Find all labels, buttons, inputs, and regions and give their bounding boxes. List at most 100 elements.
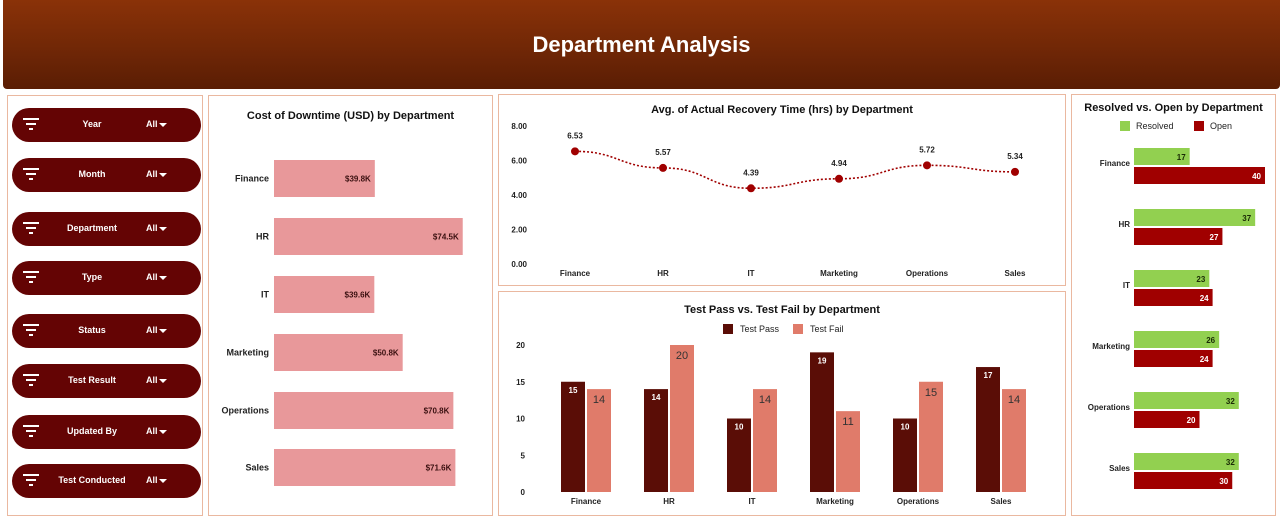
data-point bbox=[659, 163, 667, 172]
bar-open bbox=[1134, 472, 1233, 489]
test-pass-fail-chart: Test Pass vs. Test Fail by Department 20… bbox=[498, 291, 1066, 516]
data-label: 11 bbox=[842, 416, 853, 428]
bar bbox=[274, 334, 403, 371]
category-label: Finance bbox=[235, 174, 269, 184]
data-point bbox=[571, 147, 579, 156]
data-label: 14 bbox=[1008, 394, 1020, 406]
filter-icon bbox=[23, 425, 39, 439]
filter-month[interactable]: Month All bbox=[12, 158, 201, 192]
cost-chart-svg: Finance $39.8K HR $74.5K IT $39.6K Marketing $5… bbox=[221, 160, 463, 486]
bar bbox=[727, 418, 751, 492]
x-tick-label: IT bbox=[747, 269, 754, 278]
bar bbox=[587, 389, 611, 492]
filter-icon bbox=[23, 118, 39, 132]
bar bbox=[893, 418, 917, 492]
legend-label: Resolved bbox=[1136, 121, 1174, 131]
data-label: 5.57 bbox=[655, 148, 671, 157]
y-tick-label: 2.00 bbox=[511, 226, 527, 235]
filter-value: All bbox=[146, 119, 158, 129]
filter-value: All bbox=[146, 325, 158, 335]
filter-value: All bbox=[146, 426, 158, 436]
legend-label: Test Fail bbox=[810, 324, 844, 334]
x-tick-label: Finance bbox=[571, 497, 602, 506]
data-label: 27 bbox=[1210, 233, 1219, 242]
filter-status[interactable]: Status All bbox=[12, 314, 201, 348]
legend-swatch bbox=[723, 324, 733, 334]
data-label: 24 bbox=[1200, 355, 1209, 364]
dashboard-header: Department Analysis bbox=[3, 0, 1280, 89]
series-line bbox=[574, 150, 1016, 190]
test-chart-svg: 20 15 10 5 0 Test Pass Test Fail 15 14 Finance 14 2… bbox=[516, 324, 1026, 506]
bar-open bbox=[1134, 228, 1223, 245]
bar bbox=[561, 381, 585, 492]
category-label: IT bbox=[1123, 281, 1130, 290]
bar-open bbox=[1134, 350, 1213, 367]
filter-year[interactable]: Year All bbox=[12, 108, 201, 142]
data-label: 4.94 bbox=[831, 159, 847, 168]
data-label: 30 bbox=[1219, 477, 1228, 486]
legend-swatch bbox=[793, 324, 803, 334]
bar-resolved bbox=[1134, 331, 1220, 348]
data-label: $39.6K bbox=[345, 291, 371, 300]
y-tick-label: 5 bbox=[521, 451, 526, 460]
bar-open bbox=[1134, 167, 1265, 184]
bar bbox=[836, 411, 860, 492]
category-label: Sales bbox=[1109, 464, 1130, 473]
filters-panel: Year All Month All Department All Type All Statu… bbox=[7, 95, 203, 516]
filter-label: Month bbox=[78, 169, 106, 179]
filter-label: Status bbox=[78, 325, 106, 335]
x-tick-label: Marketing bbox=[816, 497, 854, 506]
filter-updated-by[interactable]: Updated By All bbox=[12, 415, 201, 449]
category-label: Sales bbox=[245, 463, 269, 473]
x-tick-label: Sales bbox=[991, 497, 1012, 506]
data-label: 23 bbox=[1196, 275, 1205, 284]
chart-title: Avg. of Actual Recovery Time (hrs) by De… bbox=[651, 104, 913, 116]
y-tick-label: 0 bbox=[521, 488, 526, 497]
page-title: Department Analysis bbox=[532, 31, 751, 57]
filter-department[interactable]: Department All bbox=[12, 212, 201, 246]
data-label: 20 bbox=[1187, 416, 1196, 425]
data-label: 17 bbox=[984, 371, 993, 380]
bar-resolved bbox=[1134, 209, 1256, 226]
data-label: 32 bbox=[1226, 458, 1235, 467]
data-label: 15 bbox=[925, 387, 937, 399]
bar-open bbox=[1134, 289, 1213, 306]
chevron-down-icon bbox=[159, 326, 167, 336]
category-label: HR bbox=[256, 232, 269, 242]
data-point bbox=[835, 174, 843, 183]
filter-type[interactable]: Type All bbox=[12, 261, 201, 295]
data-label: 15 bbox=[569, 386, 578, 395]
data-label: 20 bbox=[676, 350, 688, 362]
x-tick-label: HR bbox=[663, 497, 675, 506]
filter-test-conducted[interactable]: Test Conducted All bbox=[12, 464, 201, 498]
data-label: 10 bbox=[735, 423, 744, 432]
bar bbox=[274, 218, 463, 255]
data-label: 14 bbox=[759, 394, 771, 406]
filter-label: Test Result bbox=[68, 375, 116, 385]
data-label: 24 bbox=[1200, 294, 1209, 303]
category-label: Marketing bbox=[1092, 342, 1130, 351]
filter-label: Updated By bbox=[66, 426, 117, 436]
filter-icon bbox=[23, 168, 39, 182]
legend-label: Test Pass bbox=[740, 324, 780, 334]
x-tick-label: IT bbox=[748, 497, 755, 506]
category-label: Marketing bbox=[226, 348, 269, 358]
data-label: $50.8K bbox=[373, 349, 399, 358]
recovery-time-chart: Avg. of Actual Recovery Time (hrs) by De… bbox=[498, 94, 1066, 286]
bar bbox=[274, 449, 456, 486]
x-tick-label: Operations bbox=[906, 269, 949, 278]
chevron-down-icon bbox=[159, 427, 167, 437]
category-label: Operations bbox=[221, 406, 269, 416]
filter-label: Year bbox=[82, 119, 102, 129]
filter-value: All bbox=[146, 223, 158, 233]
bar-resolved bbox=[1134, 270, 1210, 287]
filter-label: Type bbox=[81, 272, 103, 282]
x-tick-label: Operations bbox=[897, 497, 940, 506]
filter-icon bbox=[23, 474, 39, 488]
legend-swatch bbox=[1120, 121, 1130, 131]
filter-label: Department bbox=[66, 223, 117, 233]
bar bbox=[919, 381, 943, 492]
chevron-down-icon bbox=[159, 273, 167, 283]
y-tick-label: 8.00 bbox=[511, 122, 527, 131]
filter-test-result[interactable]: Test Result All bbox=[12, 364, 201, 398]
